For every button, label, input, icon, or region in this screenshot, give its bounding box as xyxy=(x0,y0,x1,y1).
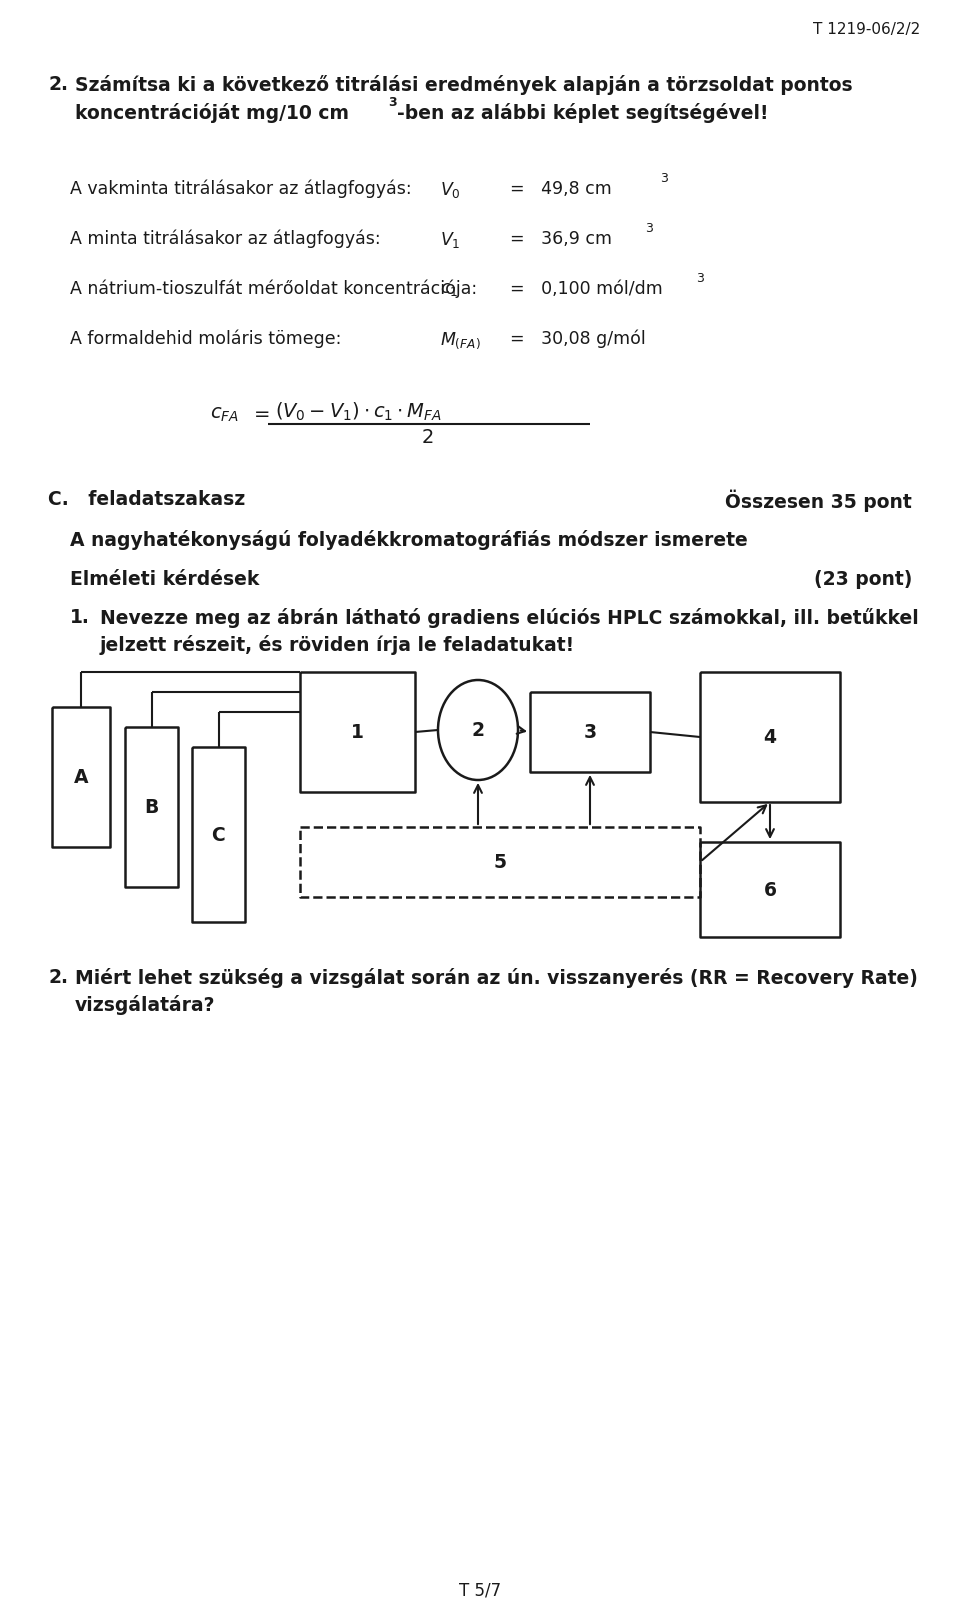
Text: A nagyhatékonyságú folyadékkromatográfiás módszer ismerete: A nagyhatékonyságú folyadékkromatográfiá… xyxy=(70,529,748,550)
Text: =   30,08 g/mól: = 30,08 g/mól xyxy=(510,329,646,349)
Text: A formaldehid moláris tömege:: A formaldehid moláris tömege: xyxy=(70,329,342,349)
Text: jelzett részeit, és röviden írja le feladatukat!: jelzett részeit, és röviden írja le fela… xyxy=(100,634,575,655)
Text: 3: 3 xyxy=(584,723,596,742)
Text: C.   feladatszakasz: C. feladatszakasz xyxy=(48,489,245,508)
Text: 3: 3 xyxy=(660,173,668,186)
Text: T 1219-06/2/2: T 1219-06/2/2 xyxy=(813,23,920,37)
Text: koncentrációját mg/10 cm: koncentrációját mg/10 cm xyxy=(75,103,349,123)
Text: 2: 2 xyxy=(422,428,434,447)
Text: Miért lehet szükség a vizsgálat során az ún. visszanyerés (RR = Recovery Rate): Miért lehet szükség a vizsgálat során az… xyxy=(75,967,918,988)
Text: vizsgálatára?: vizsgálatára? xyxy=(75,994,215,1014)
Text: (23 pont): (23 pont) xyxy=(814,570,912,589)
Text: T 5/7: T 5/7 xyxy=(459,1582,501,1599)
Text: $V_1$: $V_1$ xyxy=(440,229,461,250)
Text: =   49,8 cm: = 49,8 cm xyxy=(510,179,612,199)
Text: $M_{(FA)}$: $M_{(FA)}$ xyxy=(440,329,481,350)
Text: B: B xyxy=(144,797,158,817)
Text: $(V_0 - V_1) \cdot c_1 \cdot M_{FA}$: $(V_0 - V_1) \cdot c_1 \cdot M_{FA}$ xyxy=(275,400,442,423)
Text: 4: 4 xyxy=(763,728,777,747)
Text: 1: 1 xyxy=(351,723,364,742)
Text: A: A xyxy=(74,768,88,788)
Text: A vakminta titrálásakor az átlagfogyás:: A vakminta titrálásakor az átlagfogyás: xyxy=(70,179,412,199)
Text: Elméleti kérdések: Elméleti kérdések xyxy=(70,570,259,589)
Text: $c_1$: $c_1$ xyxy=(440,279,458,299)
Text: 3: 3 xyxy=(645,221,653,236)
Text: 2.: 2. xyxy=(48,74,68,94)
Text: 6: 6 xyxy=(763,881,777,899)
Text: =   36,9 cm: = 36,9 cm xyxy=(510,229,612,249)
Text: A minta titrálásakor az átlagfogyás:: A minta titrálásakor az átlagfogyás: xyxy=(70,229,380,249)
Text: $V_0$: $V_0$ xyxy=(440,179,461,200)
Text: 3: 3 xyxy=(696,271,704,284)
Text: =: = xyxy=(254,405,271,424)
Text: 1.: 1. xyxy=(70,607,90,626)
Text: 2: 2 xyxy=(471,721,485,741)
Text: Nevezze meg az ábrán látható gradiens elúciós HPLC számokkal, ill. betűkkel: Nevezze meg az ábrán látható gradiens el… xyxy=(100,607,919,628)
Text: Összesen 35 pont: Összesen 35 pont xyxy=(725,489,912,512)
Text: $c_{FA}$: $c_{FA}$ xyxy=(210,405,239,424)
Text: 2.: 2. xyxy=(48,967,68,986)
Text: -ben az alábbi képlet segítségével!: -ben az alábbi képlet segítségével! xyxy=(397,103,769,123)
Text: Számítsa ki a következő titrálási eredmények alapján a törzsoldat pontos: Számítsa ki a következő titrálási eredmé… xyxy=(75,74,852,95)
Text: 5: 5 xyxy=(493,852,507,872)
Text: C: C xyxy=(211,825,226,844)
Text: 3: 3 xyxy=(388,95,396,108)
Text: A nátrium-tioszulfát mérőoldat koncentrációja:: A nátrium-tioszulfát mérőoldat koncentrá… xyxy=(70,279,477,299)
Text: =   0,100 mól/dm: = 0,100 mól/dm xyxy=(510,279,662,299)
